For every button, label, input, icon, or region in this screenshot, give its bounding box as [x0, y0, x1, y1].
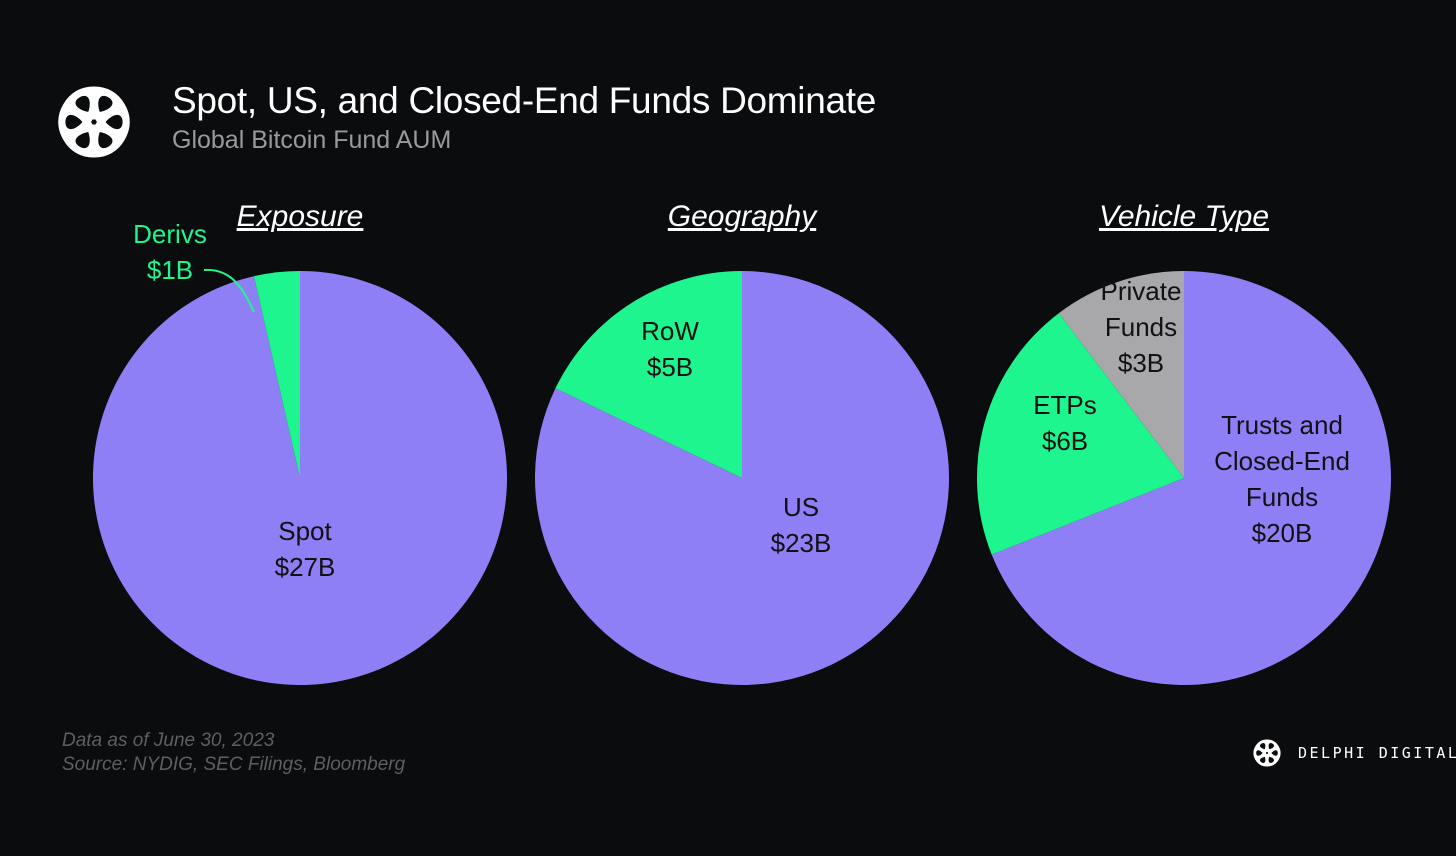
chart-title-exposure: Exposure: [237, 200, 364, 233]
pie-chart-vehicle-type: Vehicle Type Trusts and Closed-End Funds $20…: [976, 200, 1391, 685]
pie-slice-trusts-and-closed-end-funds: [991, 271, 1391, 685]
pie-slice-derivs: [253, 271, 300, 478]
footnote-date: Data as of June 30, 2023: [62, 730, 275, 751]
pie-slice-etps: [976, 313, 1184, 555]
knot-flower-logo-icon: [58, 86, 130, 158]
page-title: Spot, US, and Closed-End Funds Dominate: [172, 80, 877, 121]
pie-slice-us: [535, 271, 950, 685]
brand-name: DELPHI DIGITAL: [1298, 744, 1456, 762]
pie-slice-private-funds: [1058, 271, 1184, 478]
slice-label-us: US $23B: [771, 492, 832, 558]
pie-slice-row: [555, 271, 742, 478]
slice-label-private-funds: Private Funds $3B: [1101, 276, 1182, 378]
page-subtitle: Global Bitcoin Fund AUM: [172, 126, 452, 154]
pie-charts: Exposure Spot $27B Derivs $1B Geography US $23B…: [93, 200, 1391, 685]
pie-slice-spot: [93, 271, 508, 685]
footnote-source: Source: NYDIG, SEC Filings, Bloomberg: [62, 754, 406, 775]
chart-title-vehicle-type: Vehicle Type: [1099, 200, 1269, 233]
chart-title-geography: Geography: [668, 200, 818, 233]
slice-label-derivs: Derivs $1B: [133, 219, 207, 285]
pie-chart-exposure: Exposure Spot $27B Derivs $1B: [93, 200, 508, 685]
pie-chart-geography: Geography US $23B RoW $5B: [535, 200, 950, 685]
derivs-leader-line: [203, 268, 255, 313]
delphi-logo-icon: [1253, 739, 1281, 767]
slice-label-trusts-and-closed-end-funds: Trusts and Closed-End Funds $20B: [1214, 410, 1350, 548]
slice-label-row: RoW $5B: [641, 316, 699, 382]
brand-mark: DELPHI DIGITAL: [1248, 734, 1456, 772]
slice-label-spot: Spot $27B: [275, 516, 336, 582]
slice-label-etps: ETPs $6B: [1033, 390, 1097, 456]
